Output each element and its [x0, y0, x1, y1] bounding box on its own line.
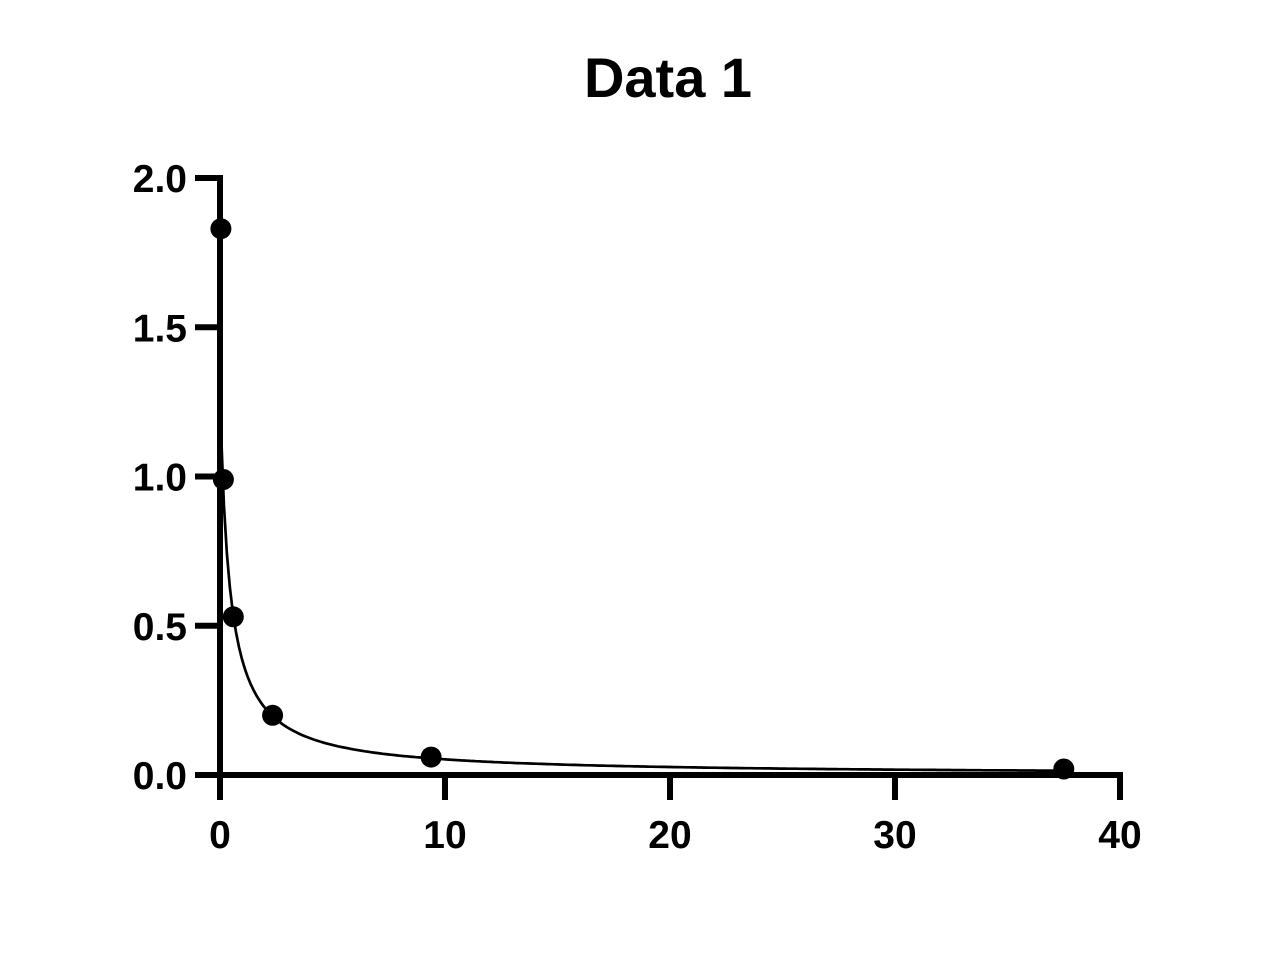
- y-tick-label: 1.5: [133, 307, 187, 350]
- y-tick-label: 2.0: [133, 158, 187, 201]
- fit-curve: [219, 426, 1066, 773]
- data-point: [262, 704, 284, 726]
- y-tick-label: 0.0: [133, 755, 187, 798]
- chart-title: Data 1: [584, 46, 752, 109]
- data-point: [222, 606, 244, 628]
- x-axis: [217, 772, 1123, 800]
- data-point: [420, 746, 442, 768]
- x-tick-label: 10: [423, 814, 466, 857]
- y-tick-label: 0.5: [133, 606, 187, 649]
- x-tick-label: 20: [648, 814, 691, 857]
- x-tick-label: 40: [1098, 814, 1141, 857]
- x-tick-label: 0: [209, 814, 231, 857]
- data-point: [212, 469, 234, 490]
- data-point: [210, 218, 232, 240]
- data-point: [1053, 758, 1075, 780]
- x-tick-label: 30: [873, 814, 916, 857]
- y-axis: [195, 175, 223, 800]
- y-tick-label: 1.0: [133, 457, 187, 500]
